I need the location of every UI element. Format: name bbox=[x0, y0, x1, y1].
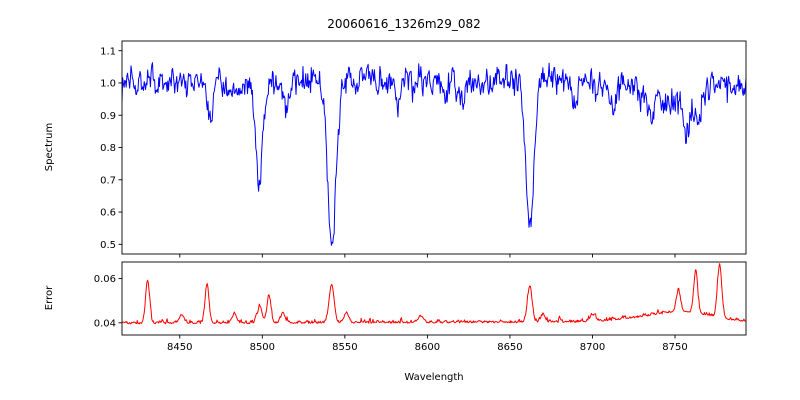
figure-title: 20060616_1326m29_082 bbox=[327, 17, 480, 31]
error-panel: 8450 8500 8550 8600 8650 8700 8750 0.04 0.06 Err… bbox=[44, 261, 747, 383]
x-tick-label: 8500 bbox=[250, 342, 275, 353]
y-tick-label: 0.8 bbox=[100, 143, 116, 154]
error-axes-frame bbox=[121, 261, 747, 336]
spectrum-panel: 0.5 0.6 0.7 0.8 0.9 1.0 1.1 Spectrum bbox=[44, 40, 747, 258]
x-axis-label: Wavelength bbox=[404, 372, 463, 383]
spectrum-tick-group bbox=[118, 50, 676, 258]
y-tick-label: 0.9 bbox=[100, 111, 116, 122]
y-tick-label: 1.0 bbox=[100, 79, 116, 90]
y-tick-label: 1.1 bbox=[100, 46, 116, 57]
x-tick-label: 8650 bbox=[497, 342, 522, 353]
x-tick-label: 8550 bbox=[332, 342, 357, 353]
spectrum-ticklabel-group: 0.5 0.6 0.7 0.8 0.9 1.0 1.1 bbox=[100, 46, 116, 251]
y-tick-label: 0.06 bbox=[94, 274, 116, 285]
error-y-axis-label: Error bbox=[44, 285, 55, 310]
x-tick-label: 8750 bbox=[662, 342, 687, 353]
spectrum-data-line bbox=[122, 62, 746, 246]
x-tick-label: 8700 bbox=[580, 342, 605, 353]
y-tick-label: 0.6 bbox=[100, 208, 116, 219]
spectrum-y-axis-label: Spectrum bbox=[44, 123, 55, 171]
error-tick-group bbox=[118, 278, 676, 339]
error-data-line bbox=[122, 263, 746, 325]
x-tick-label: 8450 bbox=[167, 342, 192, 353]
spectrum-axes-frame bbox=[121, 40, 747, 255]
error-ticklabel-group: 8450 8500 8550 8600 8650 8700 8750 0.04 0.06 bbox=[94, 274, 688, 353]
y-tick-label: 0.5 bbox=[100, 240, 116, 251]
x-tick-label: 8600 bbox=[415, 342, 440, 353]
y-tick-label: 0.04 bbox=[94, 318, 116, 329]
y-tick-label: 0.7 bbox=[100, 175, 116, 186]
